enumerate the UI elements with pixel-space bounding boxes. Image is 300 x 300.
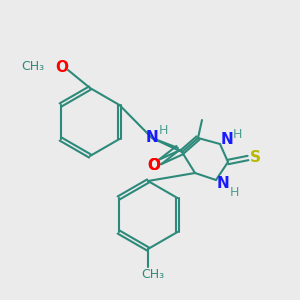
Text: H: H (232, 128, 242, 140)
Text: O: O (148, 158, 160, 173)
Text: CH₃: CH₃ (21, 61, 44, 74)
Text: N: N (220, 133, 233, 148)
Text: H: H (229, 185, 239, 199)
Text: H: H (158, 124, 168, 136)
Text: CH₃: CH₃ (141, 268, 165, 281)
Text: S: S (250, 151, 260, 166)
Text: N: N (146, 130, 158, 146)
Text: N: N (217, 176, 230, 191)
Text: O: O (56, 59, 68, 74)
Text: O: O (148, 158, 160, 173)
